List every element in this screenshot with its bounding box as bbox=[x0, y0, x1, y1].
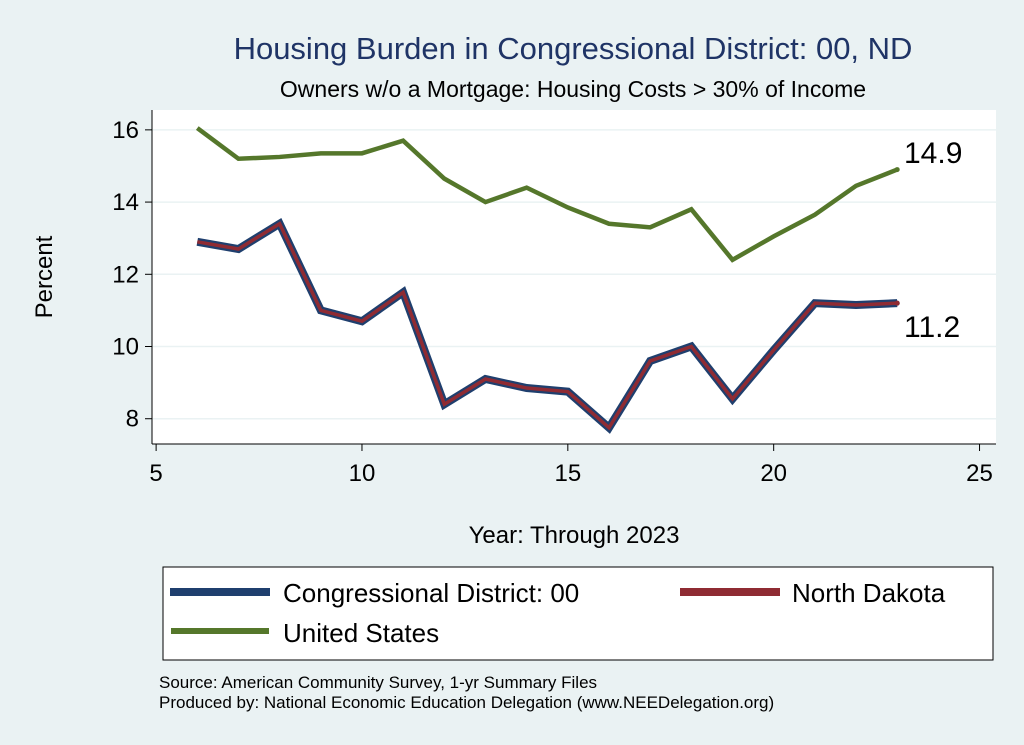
united-states-series-line bbox=[195, 126, 899, 263]
x-tick-label: 20 bbox=[760, 460, 787, 487]
y-tick-label: 10 bbox=[112, 334, 139, 361]
us-end-value-label: 14.9 bbox=[904, 137, 962, 170]
legend-box bbox=[162, 566, 994, 661]
legend-label-united-states: United States bbox=[283, 618, 439, 648]
x-tick-label: 5 bbox=[149, 460, 162, 487]
united-states-series-end-point bbox=[894, 167, 900, 173]
y-tick-label: 14 bbox=[112, 189, 139, 216]
north-dakota-series-end-point bbox=[894, 300, 900, 306]
legend-label-north-dakota: North Dakota bbox=[792, 578, 946, 608]
y-tick-label: 12 bbox=[112, 261, 139, 288]
x-tick-label: 25 bbox=[966, 460, 993, 487]
legend: Congressional District: 00 North Dakota … bbox=[162, 566, 994, 661]
y-tick-label: 8 bbox=[126, 406, 139, 433]
x-axis-title: Year: Through 2023 bbox=[469, 522, 680, 549]
y-tick-label: 16 bbox=[112, 117, 139, 144]
gridlines bbox=[152, 129, 996, 420]
x-tick-label: 10 bbox=[349, 460, 376, 487]
y-axis-title: Percent bbox=[31, 235, 58, 318]
producer-note: Produced by: National Economic Education… bbox=[159, 693, 774, 712]
chart-title: Housing Burden in Congressional District… bbox=[234, 31, 913, 66]
axis-ticks: 8 10 12 14 16 5 10 15 20 25 bbox=[112, 117, 993, 487]
plot-area bbox=[152, 110, 996, 444]
district-end-value-label: 11.2 bbox=[904, 311, 960, 344]
legend-label-district: Congressional District: 00 bbox=[283, 578, 579, 608]
series-lines bbox=[195, 126, 900, 434]
chart-subtitle: Owners w/o a Mortgage: Housing Costs > 3… bbox=[280, 76, 866, 102]
source-note: Source: American Community Survey, 1-yr … bbox=[159, 673, 597, 692]
x-tick-label: 15 bbox=[554, 460, 581, 487]
north-dakota-series-line bbox=[196, 221, 898, 431]
